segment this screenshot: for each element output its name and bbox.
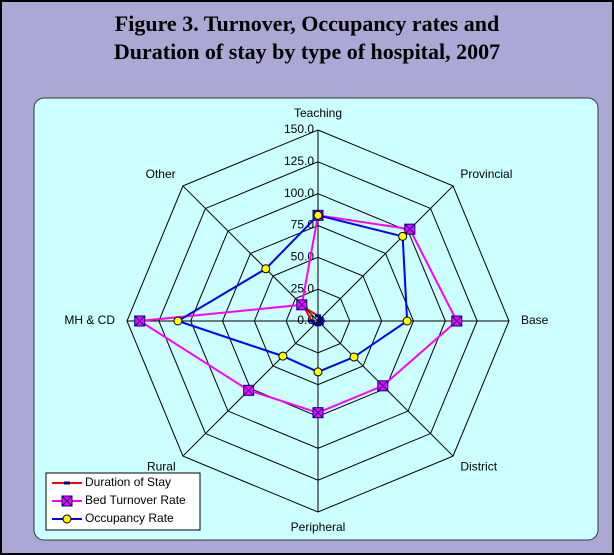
tick-label: 75.0 [291,218,315,232]
marker [64,481,70,485]
legend-label: Duration of Stay [85,475,171,489]
category-label: Provincial [460,167,512,181]
tick-label: 150.0 [284,122,314,136]
legend-label: Occupancy Rate [85,511,174,525]
marker [404,223,416,235]
legend-label: Bed Turnover Rate [85,493,186,507]
tick-label: 25.0 [291,281,315,295]
marker [173,316,183,326]
marker [317,316,324,320]
spoke [182,185,319,322]
marker [134,315,146,327]
marker [318,319,325,323]
tick-label: 100.0 [284,186,314,200]
marker [377,380,389,392]
marker [308,319,315,323]
marker [313,367,323,377]
category-label: Peripheral [291,520,346,534]
chart-title: Figure 3. Turnover, Occupancy rates and … [113,11,501,64]
category-label: Base [521,313,549,327]
category-label: Other [146,167,176,181]
marker [278,351,288,361]
marker [312,407,324,419]
marker [61,495,73,507]
category-label: Teaching [294,106,342,120]
marker [315,314,321,318]
marker [296,299,308,311]
marker [451,315,463,327]
marker [402,316,412,326]
marker [313,210,323,220]
marker [62,514,72,524]
marker [243,384,255,396]
marker [261,264,271,274]
category-label: Rural [147,460,176,474]
tick-label: 50.0 [291,250,315,264]
category-label: District [460,460,497,474]
spoke [317,185,454,322]
tick-label: 125.0 [284,154,314,168]
marker [398,231,408,241]
category-label: MH & CD [64,313,115,327]
marker [349,352,359,362]
marker [312,322,319,326]
